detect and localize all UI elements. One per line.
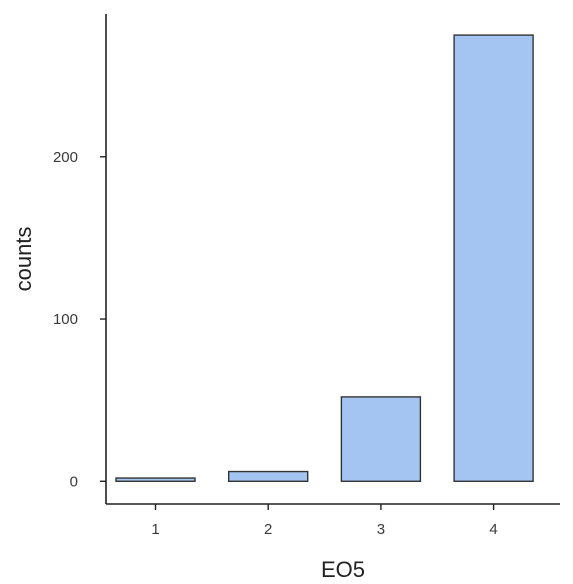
bar-2 xyxy=(227,470,309,482)
bars-group xyxy=(115,34,534,482)
bar-3 xyxy=(340,396,422,482)
x-tick-label-1: 1 xyxy=(151,521,159,538)
bar-4 xyxy=(453,34,534,482)
y-tick-label-100: 100 xyxy=(53,311,78,328)
x-tick-label-4: 4 xyxy=(489,521,497,538)
y-tick-label-200: 200 xyxy=(53,149,78,166)
bar-1 xyxy=(115,477,196,482)
x-tick-label-2: 2 xyxy=(264,521,272,538)
x-axis-ticks: 1 2 3 4 xyxy=(151,504,498,538)
x-axis-title: EO5 xyxy=(321,557,365,582)
y-axis-title: counts xyxy=(11,227,36,292)
x-tick-label-3: 3 xyxy=(377,521,385,538)
y-tick-label-0: 0 xyxy=(70,473,78,490)
y-axis-ticks: 0 100 200 xyxy=(53,149,106,490)
